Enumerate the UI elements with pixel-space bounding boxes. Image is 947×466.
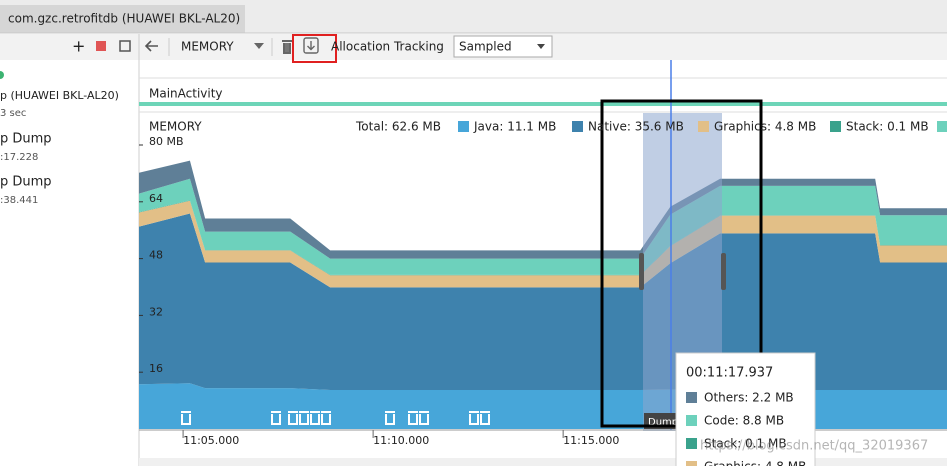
allocation-mode: Sampled (459, 40, 512, 54)
dump-icon (419, 411, 429, 425)
heap-dump-button[interactable] (303, 37, 319, 54)
tab-title: com.gzc.retrofitdb (HUAWEI BKL-AL20) (8, 12, 240, 26)
y-tick-label: 64 (149, 192, 163, 205)
tooltip-rows: Others: 2.2 MB Code: 8.8 MB Stack: 0.1 MB G… (686, 391, 806, 466)
dump-icon (321, 411, 331, 425)
y-tick-label: 80 MB (149, 135, 184, 148)
dump-icon (299, 411, 309, 425)
y-tick-label: 32 (149, 305, 163, 318)
dropdown-arrow (537, 44, 545, 49)
tab[interactable] (0, 5, 245, 33)
stop-button[interactable] (96, 41, 106, 51)
memory-area (139, 383, 947, 429)
tooltip-box (675, 352, 816, 466)
dump-icon (480, 411, 490, 425)
tooltip-time: 00:11:17.937 (686, 366, 773, 381)
memory-area (139, 160, 947, 259)
total-label: Total: 62.6 MB (355, 120, 441, 134)
memory-area (139, 178, 947, 275)
activity-label: MainActivity (149, 87, 223, 101)
tooltip-row: Stack: 0.1 MB (704, 437, 787, 451)
memory-area (139, 200, 947, 288)
session-name: p (HUAWEI BKL-AL20) (0, 89, 119, 102)
x-tick-label: 11:05.000 (183, 434, 239, 447)
x-tick-label: 11:15.000 (563, 434, 619, 447)
tooltip-swatch (686, 392, 697, 403)
tooltip-swatch (686, 461, 697, 466)
legend-label: Java: 11.1 MB (473, 120, 556, 134)
tooltip-swatch (686, 415, 697, 426)
dump-item[interactable]: p Dump (0, 132, 52, 147)
tooltip: 00:11:17.937 Others: 2.2 MB Code: 8.8 MB S… (675, 352, 816, 466)
legend-label: Graphics: 4.8 MB (714, 120, 816, 134)
selection-handle[interactable] (639, 253, 644, 290)
allocation-dropdown[interactable] (453, 35, 553, 58)
dump-icon (271, 411, 281, 425)
dump-icon (181, 411, 191, 425)
dump-icon (408, 411, 418, 425)
dump-time: :17.228 (0, 152, 38, 163)
legend-swatch (458, 121, 469, 132)
activity-bar (139, 102, 947, 106)
selection-handle[interactable] (721, 253, 726, 290)
y-tick-label: 16 (149, 362, 163, 375)
watermark: https://blog.csdn.net/qq_32019367 (700, 439, 928, 454)
x-tick-label: 11:10.000 (373, 434, 429, 447)
add-button[interactable]: + (72, 37, 85, 56)
tooltip-row: Code: 8.8 MB (704, 414, 784, 428)
highlight-box (292, 34, 337, 63)
legend-swatch (937, 121, 947, 132)
legend-swatch (698, 121, 709, 132)
layout-button[interactable] (119, 40, 131, 52)
dump-marker-label: Dump (648, 417, 678, 428)
back-button[interactable] (144, 40, 158, 52)
legend-swatch (830, 121, 841, 132)
dump-icon (469, 411, 479, 425)
scrollbar[interactable] (139, 458, 947, 466)
tooltip-row: Others: 2.2 MB (704, 391, 794, 405)
dump-icon (385, 411, 395, 425)
dump-icon (310, 411, 320, 425)
dump-time: :38.441 (0, 195, 38, 206)
memory-area (139, 213, 947, 390)
gc-button[interactable] (282, 40, 292, 54)
heap-dump-icon (307, 41, 315, 51)
dropdown-arrow (254, 43, 264, 49)
legend-label: Native: 35.6 MB (588, 120, 684, 134)
tooltip-row: Graphics: 4.8 MB (704, 460, 806, 466)
legend-swatch (572, 121, 583, 132)
session-duration: 3 sec (0, 108, 26, 119)
dump-icon (288, 411, 298, 425)
profiler-dropdown[interactable]: MEMORY (181, 40, 234, 54)
y-tick-label: 48 (149, 249, 163, 262)
tooltip-swatch (686, 438, 697, 449)
dump-item[interactable]: p Dump (0, 175, 52, 190)
legend-label: Stack: 0.1 MB (846, 120, 929, 134)
allocation-label: Allocation Tracking (331, 40, 444, 54)
chart-title: MEMORY (149, 120, 202, 134)
status-dot (0, 71, 4, 79)
